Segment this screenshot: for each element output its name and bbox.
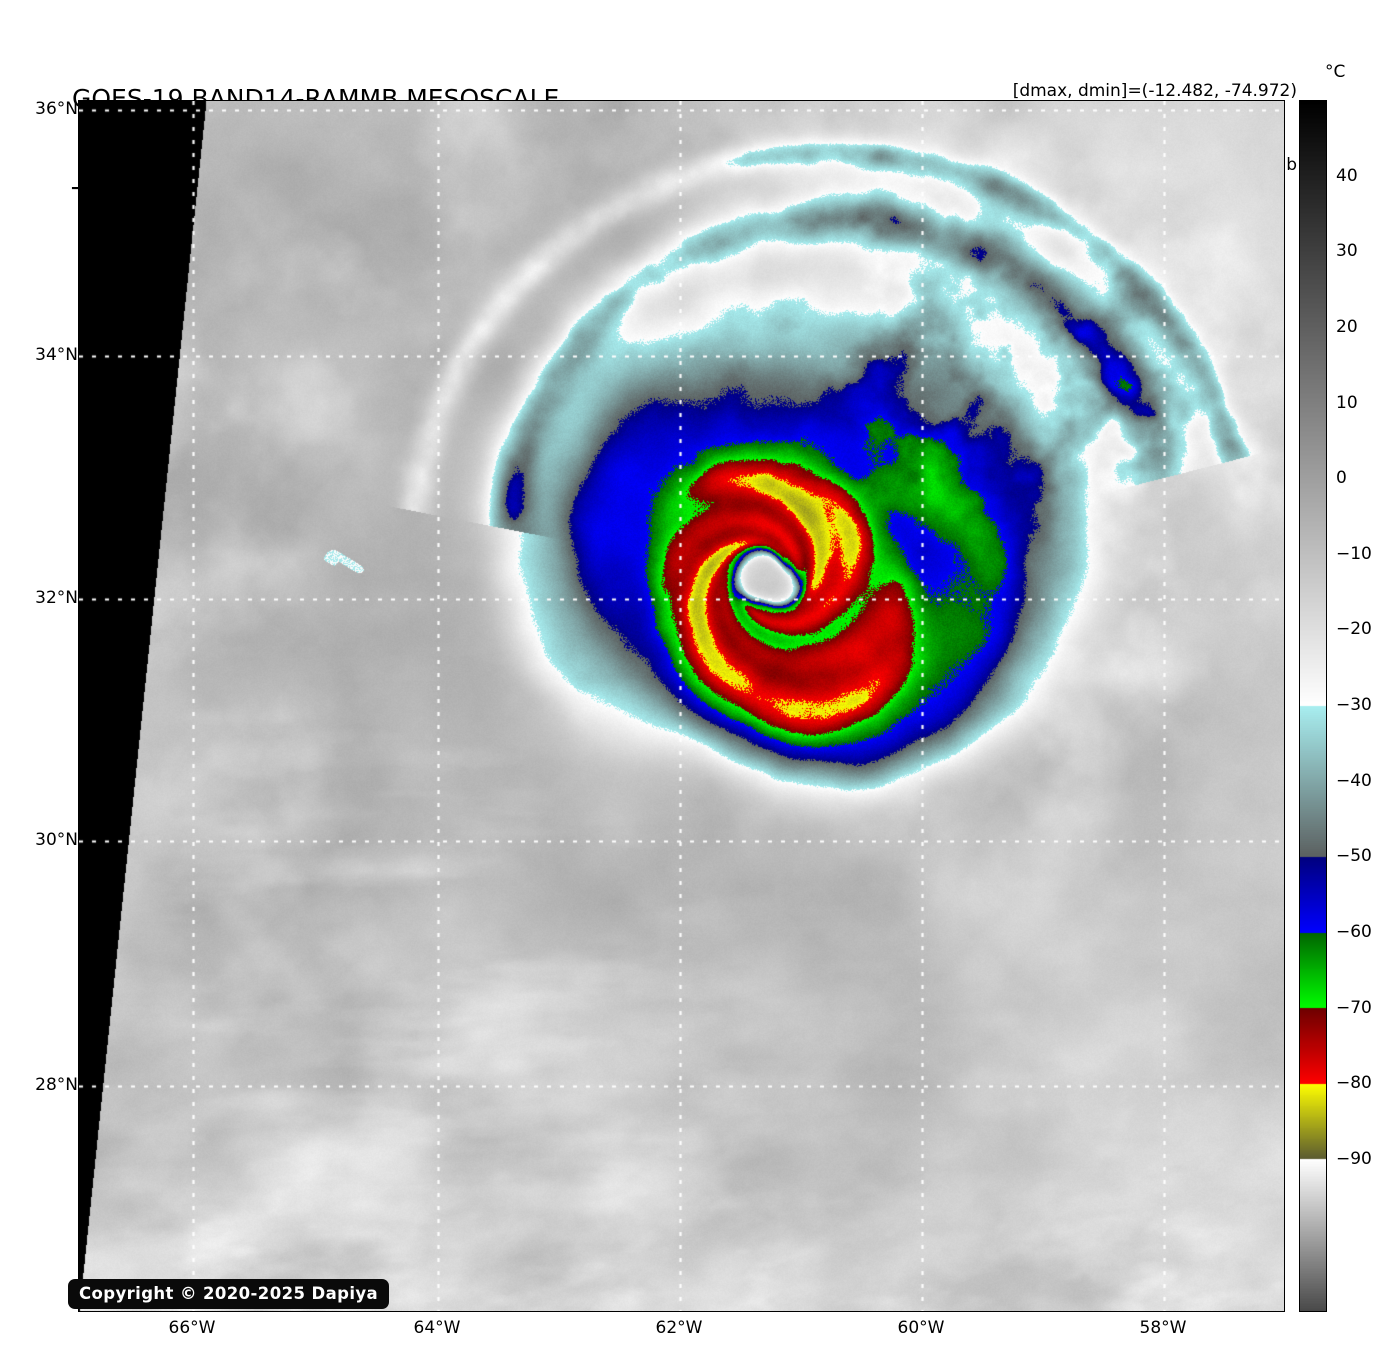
lat-tick-label: 28°N (35, 1075, 78, 1095)
temperature-colorbar (1299, 100, 1327, 1312)
lon-tick-label: 58°W (1139, 1318, 1187, 1338)
colorbar-tick-label: −40 (1336, 770, 1372, 791)
colorbar-tick-label: −20 (1336, 619, 1372, 640)
colorbar-tick-label: 40 (1336, 165, 1358, 186)
lon-tick-label: 66°W (168, 1318, 216, 1338)
lat-tick-label: 36°N (35, 99, 78, 119)
colorbar-tick-label: 20 (1336, 316, 1358, 337)
lon-tick-label: 64°W (413, 1318, 461, 1338)
colorbar-tick-label: −50 (1336, 846, 1372, 867)
colorbar-tick-label: 30 (1336, 241, 1358, 262)
lat-tick-label: 34°N (35, 345, 78, 365)
satellite-image-plot (78, 100, 1285, 1312)
lat-tick-label: 32°N (35, 588, 78, 608)
colorbar-tick-label: −90 (1336, 1148, 1372, 1169)
lon-tick-label: 62°W (655, 1318, 703, 1338)
colorbar-tick-label: 10 (1336, 392, 1358, 413)
colorbar-tick-label: −80 (1336, 1073, 1372, 1094)
colorbar-tick-label: −30 (1336, 695, 1372, 715)
product-title: GOES-19 BAND14-RAMMB MESOSCALE (72, 84, 560, 113)
colorbar-unit-label: °C (1325, 62, 1346, 82)
colorbar-gradient (1299, 100, 1327, 1312)
colorbar-tick-label: −60 (1336, 921, 1372, 942)
lat-tick-label: 30°N (35, 830, 78, 850)
copyright-watermark: Copyright © 2020-2025 Dapiya (68, 1279, 390, 1309)
colorbar-tick-label: 0 (1336, 468, 1347, 489)
colorbar-tick-label: −10 (1336, 543, 1372, 564)
colorbar-tick-label: −70 (1336, 997, 1372, 1018)
dmax-dmin-readout: [dmax, dmin]=(-12.482, -74.972) (1012, 81, 1297, 102)
satellite-imagery-canvas (79, 101, 1284, 1311)
lon-tick-label: 60°W (897, 1318, 945, 1338)
